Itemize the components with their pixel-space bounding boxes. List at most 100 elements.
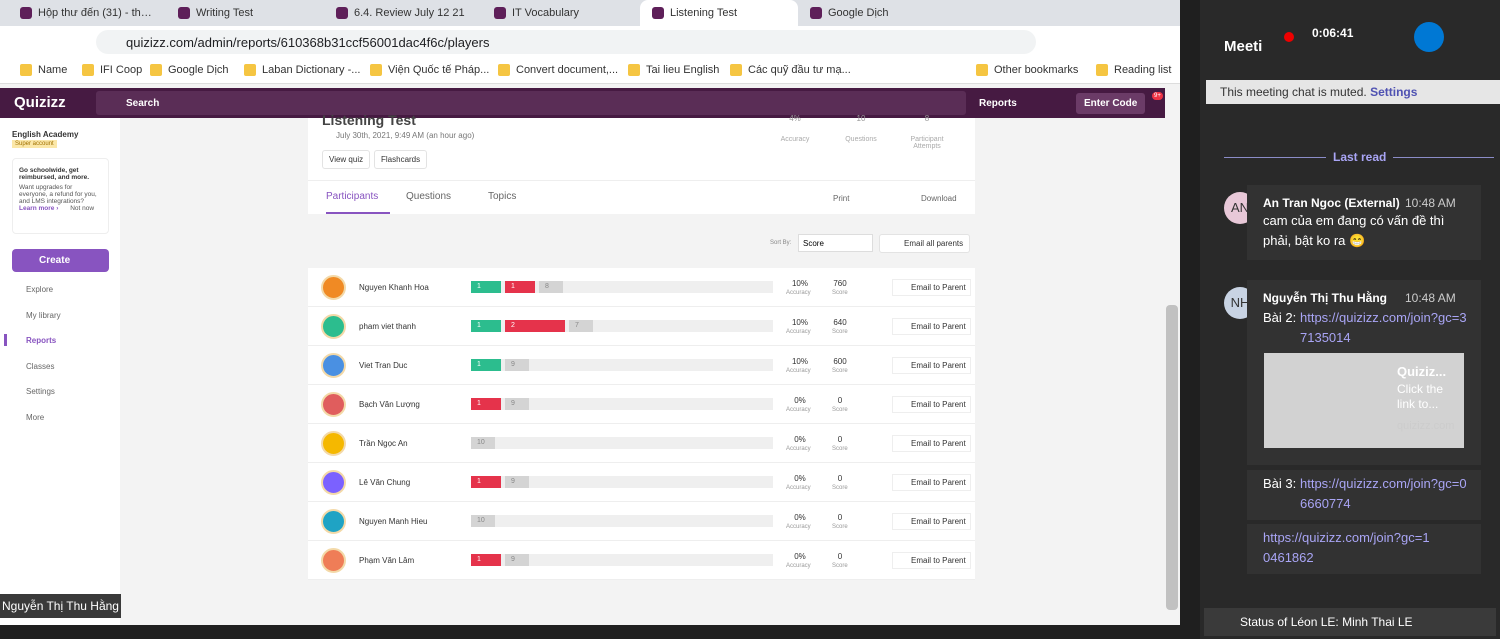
create-button[interactable]: Create xyxy=(12,249,109,272)
app-header: Quizizz Search Reports Enter Code 9+ xyxy=(0,88,1165,118)
bookmark[interactable]: Tai lieu English xyxy=(628,64,719,76)
learn-more[interactable]: Learn more › xyxy=(19,205,59,212)
answer-count: 9 xyxy=(505,554,529,566)
promo-text: Want upgrades for everyone, a refund for… xyxy=(19,184,97,205)
bookmark[interactable]: Các quỹ đầu tư mạ... xyxy=(730,64,851,76)
browser-tab[interactable]: Hộp thư đến (31) - th… xyxy=(8,0,166,26)
email-parent[interactable]: Email to Parent xyxy=(892,396,971,413)
bookmark[interactable]: Other bookmarks xyxy=(976,64,1078,76)
chat-message: https://quizizz.com/join?gc=10461862 xyxy=(1247,524,1481,574)
email-parent[interactable]: Email to Parent xyxy=(892,435,971,452)
answer-count: 2 xyxy=(505,320,565,332)
stat-label: Participant Attempts xyxy=(910,136,944,150)
nav-item[interactable]: More xyxy=(26,412,45,422)
score: 0 xyxy=(837,513,843,522)
card-title[interactable]: Quiziz... xyxy=(1397,364,1447,379)
stop-button[interactable] xyxy=(1414,22,1444,52)
answer-count: 1 xyxy=(471,320,501,332)
download[interactable]: Download xyxy=(921,194,957,203)
view-quiz[interactable]: View quiz xyxy=(322,150,371,169)
email-parent[interactable]: Email to Parent xyxy=(892,318,971,335)
active-indicator xyxy=(4,334,7,346)
flashcards[interactable]: Flashcards xyxy=(374,150,428,169)
avatar xyxy=(321,431,346,456)
time: 10:48 AM xyxy=(1405,291,1456,305)
reports-menu[interactable]: Reports xyxy=(979,98,1017,109)
sort-select[interactable]: Score xyxy=(798,234,873,252)
participant-row[interactable]: Lê Văn Chung 1 9 0% Accuracy 0 Score Email to P… xyxy=(308,463,975,502)
nav-item[interactable]: Reports xyxy=(26,336,57,345)
participant-row[interactable]: Bạch Văn Lượng 1 9 0% Accuracy 0 Score Email to… xyxy=(308,385,975,424)
link[interactable]: https://quizizz.com/join?gc=06660774 xyxy=(1300,476,1467,511)
avatar xyxy=(321,314,346,339)
email-parent[interactable]: Email to Parent xyxy=(892,513,971,530)
bookmark[interactable]: Reading list xyxy=(1096,64,1171,76)
participant-row[interactable]: pham viet thanh 1 2 7 10% Accuracy 640 Score Ema… xyxy=(308,307,975,346)
score-label: Score xyxy=(832,563,848,569)
bookmark[interactable]: IFI Coop xyxy=(82,64,142,76)
participant-name: pham viet thanh xyxy=(359,322,416,331)
browser-tab[interactable]: Writing Test xyxy=(166,0,324,26)
print[interactable]: Print xyxy=(833,194,850,203)
answer-count: 1 xyxy=(471,359,501,371)
report-tab[interactable]: Questions xyxy=(406,191,452,202)
status-bar: Status of Léon LE: Minh Thai LE xyxy=(1204,608,1496,636)
report-date: July 30th, 2021, 9:49 AM (an hour ago) xyxy=(336,131,475,140)
participant-row[interactable]: Trần Ngọc An 10 0% Accuracy 0 Score Email to P… xyxy=(308,424,975,463)
email-all-parents[interactable]: Email all parents xyxy=(879,234,971,253)
avatar xyxy=(321,353,346,378)
email-parent[interactable]: Email to Parent xyxy=(892,279,971,296)
participant-row[interactable]: Phạm Văn Lâm 1 9 0% Accuracy 0 Score Email to P… xyxy=(308,541,975,580)
bookmark[interactable]: Convert document,... xyxy=(498,64,618,76)
browser-tab[interactable]: Google Dịch xyxy=(798,0,956,26)
video-label: Nguyễn Thị Thu Hằng xyxy=(0,594,121,618)
answer-count: 10 xyxy=(471,515,495,527)
score: 0 xyxy=(837,435,843,444)
score-label: Score xyxy=(832,329,848,335)
answer-count: 8 xyxy=(539,281,563,293)
participant-row[interactable]: Nguyen Khanh Hoa 1 1 8 10% Accuracy 760 Score Em… xyxy=(308,268,975,307)
email-parent[interactable]: Email to Parent xyxy=(892,552,971,569)
link[interactable]: https://quizizz.com/join?gc=37135014 xyxy=(1300,310,1467,345)
participant-row[interactable]: Viet Tran Duc 1 9 10% Accuracy 600 Score Email … xyxy=(308,346,975,385)
nav-item[interactable]: Settings xyxy=(26,387,55,396)
answer-count: 9 xyxy=(505,398,529,410)
accuracy-label: Accuracy xyxy=(786,290,811,296)
settings-link[interactable]: Settings xyxy=(1370,85,1418,99)
not-now[interactable]: Not now xyxy=(70,205,95,212)
nav-item[interactable]: Classes xyxy=(26,361,55,371)
email-parent[interactable]: Email to Parent xyxy=(892,474,971,491)
score: 0 xyxy=(837,396,843,405)
email-parent[interactable]: Email to Parent xyxy=(892,357,971,374)
browser-tab[interactable]: 6.4. Review July 12 21 xyxy=(324,0,482,26)
participant-row[interactable]: Nguyen Manh Hieu 10 0% Accuracy 0 Score Email … xyxy=(308,502,975,541)
accuracy-label: Accuracy xyxy=(786,485,811,491)
score: 760 xyxy=(833,279,847,288)
bookmark[interactable]: Viện Quốc tế Pháp... xyxy=(370,64,489,76)
report-tab[interactable]: Participants xyxy=(326,191,390,214)
url[interactable]: quizizz.com/admin/reports/610368b31ccf56… xyxy=(96,30,1036,54)
score-label: Score xyxy=(832,524,848,530)
org-name: English Academy xyxy=(12,130,79,139)
nav-item[interactable]: My library xyxy=(26,310,61,320)
score: 640 xyxy=(833,318,847,327)
scrollbar[interactable] xyxy=(1166,305,1178,610)
bookmark[interactable]: Laban Dictionary -... xyxy=(244,64,360,76)
link-card xyxy=(1264,353,1464,448)
search[interactable]: Search xyxy=(96,91,966,115)
score: 0 xyxy=(837,474,843,483)
bookmark[interactable]: Name xyxy=(20,64,67,76)
accuracy: 0% xyxy=(794,513,806,522)
bookmark[interactable]: Google Dịch xyxy=(150,64,229,76)
message-text: cam của em đang có vấn đề thì phải, bật … xyxy=(1263,213,1445,248)
nav-item[interactable]: Explore xyxy=(26,285,54,294)
enter-code[interactable]: Enter Code xyxy=(1076,93,1146,114)
report-tab[interactable]: Topics xyxy=(488,191,517,202)
logo[interactable]: Quizizz xyxy=(14,94,66,111)
browser-tab[interactable]: Listening Test xyxy=(640,0,798,26)
sidebar: English Academy Super account Go schoolw… xyxy=(0,118,120,625)
score-label: Score xyxy=(832,446,848,452)
browser-tab[interactable]: IT Vocabulary xyxy=(482,0,640,26)
link[interactable]: https://quizizz.com/join?gc=10461862 xyxy=(1263,530,1430,565)
